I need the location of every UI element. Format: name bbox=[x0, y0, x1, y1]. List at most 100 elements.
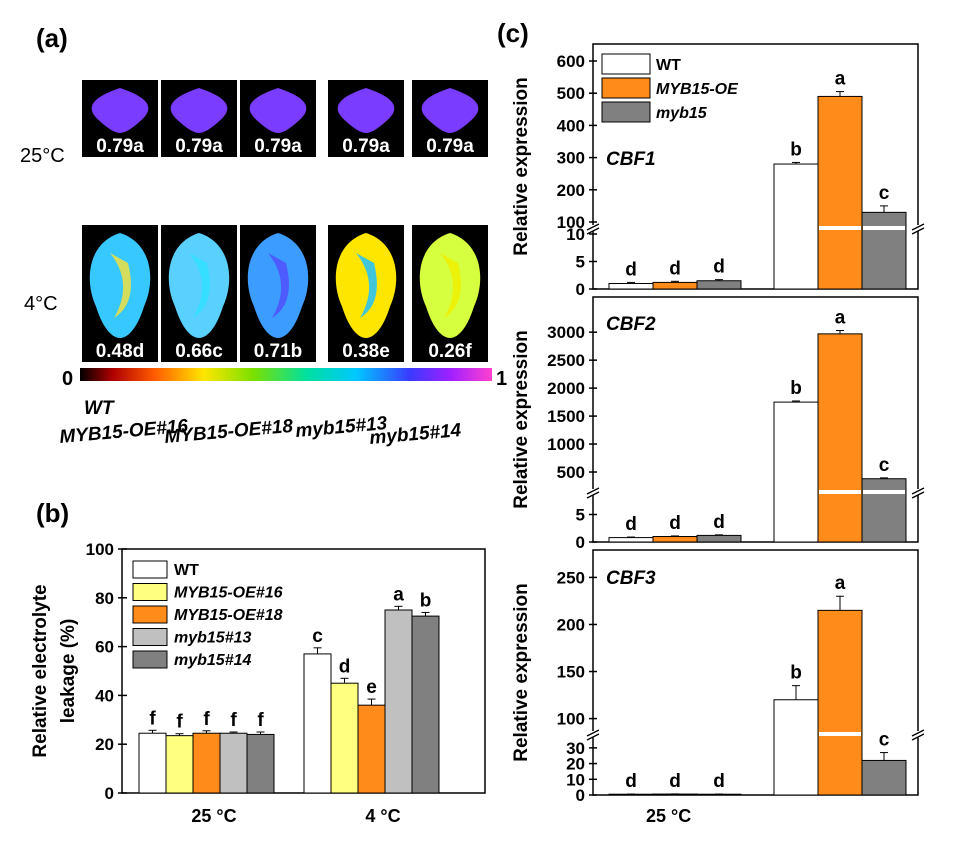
y-tick-label: 250 bbox=[557, 568, 585, 587]
significance-letter: d bbox=[625, 259, 637, 280]
bar bbox=[384, 609, 413, 794]
c-xlabel-25c: 25 °C bbox=[646, 806, 691, 826]
panel-a-label: (a) bbox=[36, 23, 68, 53]
significance-letter: f bbox=[149, 708, 156, 729]
bar bbox=[861, 211, 907, 290]
bar bbox=[773, 401, 819, 543]
significance-letter: b bbox=[790, 139, 802, 160]
leaf-shape bbox=[249, 88, 307, 133]
fvfm-value: 0.79a bbox=[254, 136, 302, 157]
axis-break bbox=[911, 733, 925, 741]
significance-letter: c bbox=[879, 455, 890, 476]
significance-letter: a bbox=[835, 573, 846, 594]
axis-break bbox=[587, 489, 599, 495]
legend-label: myb15#13 bbox=[174, 630, 251, 647]
significance-letter: b bbox=[420, 590, 432, 611]
y-tick-label: 600 bbox=[557, 52, 585, 71]
legend-swatch bbox=[601, 101, 651, 123]
axis-break bbox=[586, 223, 600, 231]
plot-frame bbox=[592, 43, 919, 290]
significance-letter: a bbox=[835, 69, 846, 90]
axis-break bbox=[911, 227, 925, 235]
fvfm-value: 0.79a bbox=[426, 136, 474, 157]
legend-swatch bbox=[601, 77, 651, 99]
y-tick-label: 200 bbox=[557, 181, 585, 200]
y-axis-label: Relative electrolyte bbox=[30, 584, 51, 757]
y-tick-label: 200 bbox=[557, 615, 585, 634]
significance-letter: d bbox=[625, 771, 637, 792]
panel-c-label: (c) bbox=[497, 18, 529, 48]
leaf-shape bbox=[189, 253, 210, 318]
plot-frame bbox=[592, 296, 919, 543]
y-tick-label: 500 bbox=[557, 84, 585, 103]
y-tick-label: 5 bbox=[576, 253, 585, 272]
legend-swatch bbox=[601, 53, 651, 75]
significance-letter: d bbox=[713, 771, 725, 792]
legend-swatch bbox=[132, 560, 168, 579]
legend-label: myb15#14 bbox=[174, 652, 251, 669]
leaf-shape bbox=[419, 233, 481, 338]
leaf-shape bbox=[170, 88, 228, 133]
bar bbox=[696, 534, 742, 543]
significance-letter: f bbox=[176, 712, 183, 733]
y-tick-label: 150 bbox=[557, 663, 585, 682]
bar bbox=[219, 732, 248, 794]
bar-break bbox=[863, 490, 905, 494]
y-tick-label: 20 bbox=[95, 735, 114, 754]
bar bbox=[138, 732, 167, 794]
y-axis-label: leakage (%) bbox=[58, 619, 79, 724]
fvfm-value: 0.79a bbox=[96, 136, 144, 157]
leaf-shape bbox=[268, 253, 289, 318]
leaf-shape bbox=[168, 233, 230, 338]
bar bbox=[652, 536, 698, 543]
significance-letter: d bbox=[713, 257, 725, 278]
significance-letter: d bbox=[669, 258, 681, 279]
fvfm-value: 0.79a bbox=[175, 136, 223, 157]
significance-letter: f bbox=[203, 709, 210, 730]
axis-break bbox=[911, 729, 925, 737]
significance-letter: d bbox=[339, 656, 351, 677]
row-label-4c: 4°C bbox=[24, 293, 58, 315]
legend-label: MYB15-OE#16 bbox=[174, 585, 283, 602]
bar bbox=[696, 280, 742, 290]
significance-letter: b bbox=[790, 663, 802, 684]
significance-letter: a bbox=[393, 584, 404, 605]
y-tick-label: 0 bbox=[105, 784, 114, 803]
leaf-shape bbox=[89, 233, 151, 338]
legend-label: MYB15-OE bbox=[656, 81, 739, 98]
bar bbox=[357, 704, 386, 794]
y-axis-label: Relative expression bbox=[511, 77, 532, 255]
axis-break bbox=[912, 225, 924, 231]
row-label-25c: 25°C bbox=[20, 145, 65, 167]
x-tick-label: 4 °C bbox=[365, 806, 400, 826]
legend-label: myb15 bbox=[656, 105, 708, 122]
y-tick-label: 300 bbox=[557, 149, 585, 168]
y-tick-label: 100 bbox=[86, 540, 114, 559]
leaf-shape bbox=[335, 233, 397, 338]
axis-break bbox=[911, 223, 925, 231]
chart-cbf2: 500 1000 1500 2000 2500 3000 0 5 Relative expres… bbox=[511, 296, 925, 552]
leaf-image-grid: 0.79a 0.79a 0.79a 0.79a 0.79a 0.48d 0.66c 0.71b… bbox=[82, 80, 488, 362]
bar-break bbox=[819, 490, 861, 494]
significance-letter: d bbox=[669, 513, 681, 534]
y-tick-label: 500 bbox=[557, 463, 585, 482]
bar bbox=[861, 478, 907, 543]
leaf-shape bbox=[247, 233, 309, 338]
chart-electrolyte-leakage: 0 20 40 60 80 100 Relative electrolyte leakage … bbox=[30, 540, 486, 826]
axis-break bbox=[586, 733, 600, 741]
y-tick-label: 30 bbox=[566, 739, 585, 758]
fvfm-value: 0.38e bbox=[342, 341, 390, 362]
bar bbox=[192, 732, 221, 794]
bar-break bbox=[819, 732, 861, 736]
colorbar bbox=[80, 368, 492, 381]
significance-letter: c bbox=[879, 730, 890, 751]
leaf-shape bbox=[337, 88, 395, 133]
colorbar-max: 1 bbox=[496, 368, 507, 390]
axis-break bbox=[587, 731, 599, 737]
y-tick-label: 0 bbox=[576, 533, 585, 552]
axis-break bbox=[912, 489, 924, 495]
axis-break bbox=[586, 729, 600, 737]
bar bbox=[246, 733, 275, 794]
